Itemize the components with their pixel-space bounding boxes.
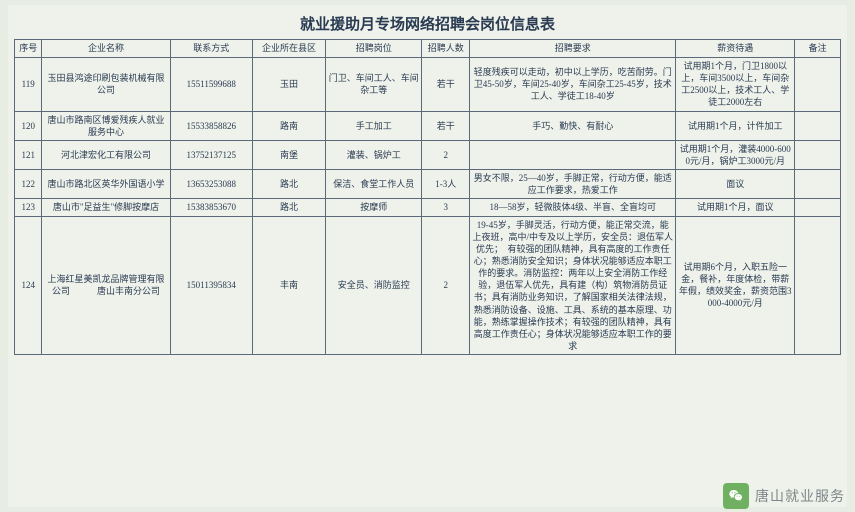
- col-header: 企业名称: [42, 40, 170, 58]
- cell-phone: 15533858826: [170, 111, 252, 140]
- table-row: 121 河北津宏化工有限公司 13752137125 南堡 灌装、锅炉工 2 试…: [15, 140, 841, 169]
- cell-count: 若干: [422, 58, 470, 112]
- cell-name: 唐山市路北区英华外国语小学: [42, 170, 170, 199]
- cell-name: 河北津宏化工有限公司: [42, 140, 170, 169]
- cell-position: 门卫、车间工人、车间杂工等: [326, 58, 422, 112]
- cell-salary: 试用期1个月，门卫1800以上，车间3500以上，车间杂工2500以上，技术工人…: [676, 58, 795, 112]
- table-row: 122 唐山市路北区英华外国语小学 13653253088 路北 保洁、食堂工作…: [15, 170, 841, 199]
- col-header: 薪资待遇: [676, 40, 795, 58]
- cell-name: 唐山市"足益生"修脚按摩店: [42, 199, 170, 216]
- cell-name: 上海红星美凯龙品牌管理有限公司 唐山丰南分公司: [42, 216, 170, 355]
- cell-area: 路北: [252, 199, 325, 216]
- cell-area: 丰南: [252, 216, 325, 355]
- cell-salary: 试用期6个月，入职五险一金，餐补，年度体检，带薪年假，绩效奖金，薪资范围3000…: [676, 216, 795, 355]
- cell-name: 玉田县鸿途印刷包装机械有限公司: [42, 58, 170, 112]
- col-header: 招聘人数: [422, 40, 470, 58]
- cell-req: 男女不限，25—40岁，手脚正常，行动方便，能适应工作要求，热爱工作: [470, 170, 676, 199]
- cell-seq: 119: [15, 58, 42, 112]
- cell-salary: 试用期1个月，计件加工: [676, 111, 795, 140]
- cell-salary: 试用期1个月，面议: [676, 199, 795, 216]
- cell-req: 19-45岁，手脚灵活，行动方便，能正常交流，能上夜班，高中/中专及以上学历，安…: [470, 216, 676, 355]
- cell-salary: 面议: [676, 170, 795, 199]
- watermark: 唐山就业服务: [723, 483, 845, 509]
- cell-seq: 121: [15, 140, 42, 169]
- cell-count: 若干: [422, 111, 470, 140]
- watermark-text: 唐山就业服务: [755, 486, 845, 506]
- wechat-icon: [723, 483, 749, 509]
- job-table: 序号 企业名称 联系方式 企业所在县区 招聘岗位 招聘人数 招聘要求 薪资待遇 …: [14, 39, 841, 355]
- cell-seq: 122: [15, 170, 42, 199]
- cell-count: 1-3人: [422, 170, 470, 199]
- cell-note: [795, 216, 841, 355]
- cell-phone: 13752137125: [170, 140, 252, 169]
- cell-position: 灌装、锅炉工: [326, 140, 422, 169]
- cell-phone: 15383853670: [170, 199, 252, 216]
- col-header: 备注: [795, 40, 841, 58]
- cell-count: 3: [422, 199, 470, 216]
- cell-position: 按摩师: [326, 199, 422, 216]
- cell-area: 路南: [252, 111, 325, 140]
- cell-phone: 15011395834: [170, 216, 252, 355]
- cell-seq: 124: [15, 216, 42, 355]
- cell-req: 18—58岁，轻微肢体4级、半盲、全盲均可: [470, 199, 676, 216]
- cell-req: 手巧、勤快、有耐心: [470, 111, 676, 140]
- cell-position: 安全员、消防监控: [326, 216, 422, 355]
- table-row: 123 唐山市"足益生"修脚按摩店 15383853670 路北 按摩师 3 1…: [15, 199, 841, 216]
- cell-note: [795, 58, 841, 112]
- cell-req: 轻度残疾可以走动，初中以上学历，吃苦耐劳。门卫45-50岁，车间25-40岁，车…: [470, 58, 676, 112]
- table-row: 124 上海红星美凯龙品牌管理有限公司 唐山丰南分公司 15011395834 …: [15, 216, 841, 355]
- cell-seq: 120: [15, 111, 42, 140]
- cell-count: 2: [422, 216, 470, 355]
- table-row: 119 玉田县鸿途印刷包装机械有限公司 15511599688 玉田 门卫、车间…: [15, 58, 841, 112]
- cell-phone: 15511599688: [170, 58, 252, 112]
- col-header: 序号: [15, 40, 42, 58]
- col-header: 联系方式: [170, 40, 252, 58]
- cell-position: 手工加工: [326, 111, 422, 140]
- table-title: 就业援助月专场网络招聘会岗位信息表: [14, 10, 841, 39]
- cell-count: 2: [422, 140, 470, 169]
- table-header-row: 序号 企业名称 联系方式 企业所在县区 招聘岗位 招聘人数 招聘要求 薪资待遇 …: [15, 40, 841, 58]
- cell-seq: 123: [15, 199, 42, 216]
- cell-req: [470, 140, 676, 169]
- cell-phone: 13653253088: [170, 170, 252, 199]
- table-body: 119 玉田县鸿途印刷包装机械有限公司 15511599688 玉田 门卫、车间…: [15, 58, 841, 355]
- col-header: 招聘要求: [470, 40, 676, 58]
- col-header: 招聘岗位: [326, 40, 422, 58]
- cell-area: 玉田: [252, 58, 325, 112]
- cell-area: 路北: [252, 170, 325, 199]
- cell-note: [795, 140, 841, 169]
- cell-area: 南堡: [252, 140, 325, 169]
- cell-note: [795, 111, 841, 140]
- cell-position: 保洁、食堂工作人员: [326, 170, 422, 199]
- cell-note: [795, 199, 841, 216]
- col-header: 企业所在县区: [252, 40, 325, 58]
- page-container: 就业援助月专场网络招聘会岗位信息表 序号 企业名称 联系方式 企业所在县区 招聘…: [8, 5, 847, 507]
- table-row: 120 唐山市路南区博爱残疾人就业服务中心 15533858826 路南 手工加…: [15, 111, 841, 140]
- cell-salary: 试用期1个月，灌装4000-6000元/月，锅炉工3000元/月: [676, 140, 795, 169]
- cell-note: [795, 170, 841, 199]
- cell-name: 唐山市路南区博爱残疾人就业服务中心: [42, 111, 170, 140]
